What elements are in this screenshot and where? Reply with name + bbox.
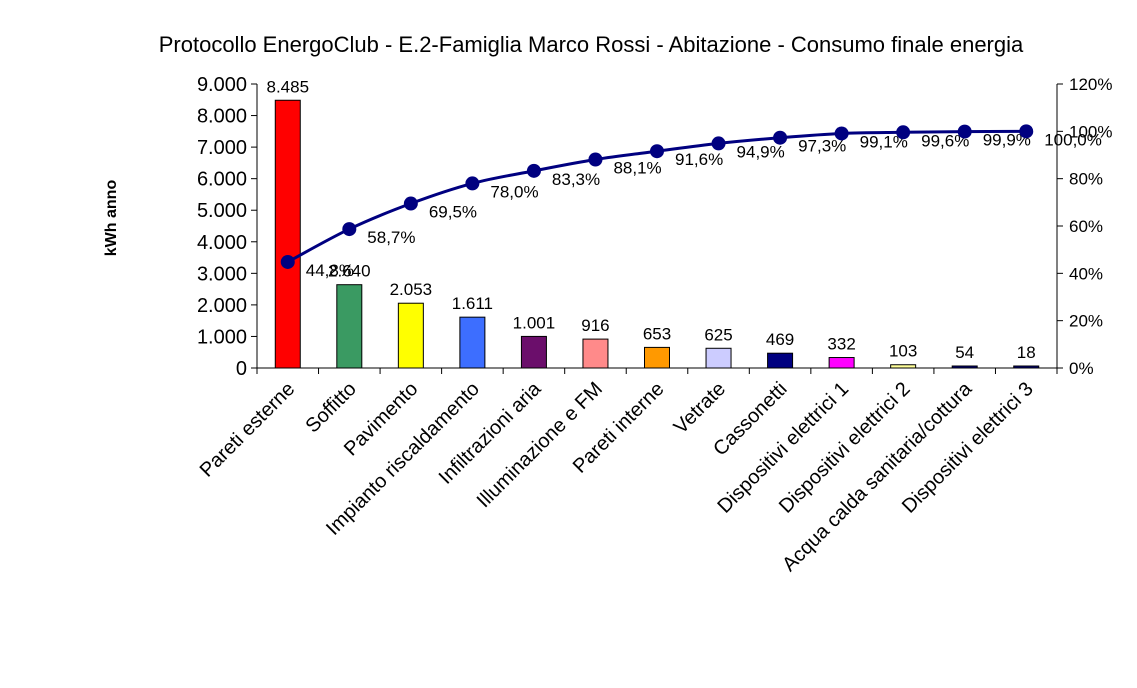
axes: 0 1.000 2.000 3.000 4.000 5.000 6.000 7.000 8.00… (197, 74, 1113, 380)
y-tick-label: 9.000 (197, 74, 247, 96)
cumulative-label: 94,9% (737, 142, 785, 161)
y-tick-label: 0 (236, 358, 247, 380)
cumulative-label: 88,1% (613, 158, 661, 177)
bar (459, 316, 486, 369)
cumulative-point (588, 152, 603, 167)
cumulative-point (650, 144, 664, 159)
cumulative-line: 44,8% 58,7% 69,5% 78,0% 83,3% 88,1% 91,6% 94,9%… (280, 124, 1102, 280)
cumulative-point (711, 136, 726, 151)
bar (274, 99, 301, 369)
bar-labels: 8.485 2.640 2.053 1.611 1.001 916 653 625 469 332… (266, 77, 1035, 362)
bar-value-label: 8.485 (266, 77, 309, 96)
cumulative-point (465, 176, 480, 191)
bar-value-label: 653 (643, 324, 671, 343)
cumulative-label: 78,0% (490, 182, 538, 201)
y2-tick-label: 120% (1069, 75, 1112, 94)
y-tick-label: 7.000 (197, 137, 247, 159)
y-tick-label: 4.000 (197, 232, 247, 254)
bar-value-label: 54 (955, 343, 974, 362)
cumulative-point (1019, 124, 1034, 139)
bar-value-label: 1.611 (452, 294, 493, 313)
y2-tick-label: 20% (1069, 312, 1103, 331)
cumulative-point (280, 254, 295, 269)
cumulative-point (957, 124, 972, 139)
bar (890, 364, 917, 369)
cumulative-label: 99,6% (921, 131, 969, 150)
cumulative-point (526, 163, 541, 178)
bar-value-label: 469 (766, 330, 794, 349)
bar-value-label: 332 (827, 335, 855, 354)
bar (1013, 365, 1040, 369)
bar (397, 302, 424, 369)
cumulative-label: 97,3% (798, 137, 846, 156)
cumulative-label: 99,1% (860, 132, 908, 151)
y2-tick-label: 40% (1069, 264, 1103, 283)
cumulative-label: 100,0% (1044, 130, 1102, 149)
cumulative-label: 69,5% (429, 203, 477, 222)
y2-tick-label: 80% (1069, 170, 1103, 189)
category-label: Soffitto (302, 378, 361, 437)
y-tick-label: 6.000 (197, 169, 247, 191)
bar-value-label: 1.001 (513, 313, 556, 332)
cumulative-point (834, 126, 849, 141)
bar-value-label: 625 (704, 325, 732, 344)
cumulative-label: 44,8% (306, 261, 354, 280)
bar-value-label: 103 (889, 342, 917, 361)
cumulative-point (896, 125, 911, 140)
cumulative-label: 83,3% (552, 170, 600, 189)
category-label: Vetrate (670, 378, 730, 438)
cumulative-label: 99,9% (983, 131, 1031, 150)
bar (828, 357, 855, 369)
bar (644, 346, 670, 369)
y-axis-label: kWh anno (103, 180, 120, 257)
y-tick-label: 8.000 (197, 106, 247, 128)
bar (336, 284, 363, 369)
cumulative-label: 91,6% (675, 150, 723, 169)
cumulative-point (342, 222, 357, 237)
y2-tick-label: 100% (1069, 122, 1112, 141)
cumulative-label: 58,7% (367, 228, 415, 247)
bar-value-label: 916 (581, 316, 609, 335)
cumulative-point (773, 130, 788, 145)
bars (274, 99, 1040, 369)
category-labels: Pareti esterne SoffittoPavimentoImpianto … (196, 377, 1038, 576)
bar-value-label: 2.053 (390, 280, 433, 299)
bar (520, 335, 547, 369)
y-tick-label: 5.000 (197, 200, 247, 222)
category-label: Pareti esterne (196, 378, 300, 482)
y-tick-label: 3.000 (197, 263, 247, 285)
bar (767, 352, 794, 369)
bar (951, 365, 978, 369)
bar (705, 347, 732, 369)
bar-value-label: 18 (1017, 343, 1036, 362)
y-tick-label: 2.000 (197, 295, 247, 317)
bar (582, 338, 609, 369)
y-tick-label: 1.000 (197, 326, 247, 348)
cumulative-point (403, 196, 418, 211)
y2-tick-label: 60% (1069, 217, 1103, 236)
bar-value-label: 2.640 (328, 262, 371, 281)
chart-title: Protocollo EnergoClub - E.2-Famiglia Mar… (159, 32, 1024, 57)
y2-tick-label: 0% (1069, 359, 1094, 378)
